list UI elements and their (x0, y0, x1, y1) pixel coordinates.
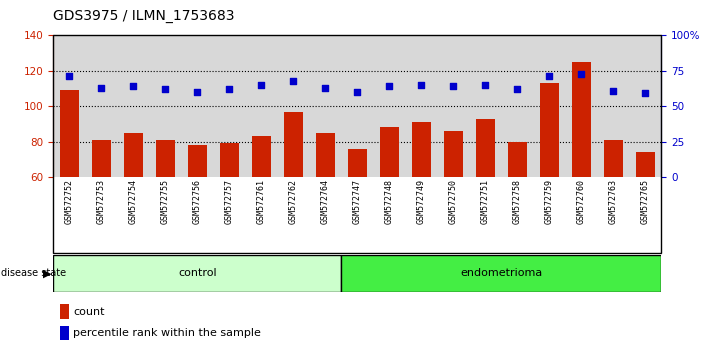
Bar (220, 143, 239, 177)
Point (287, 78, 299, 84)
Bar (572, 62, 591, 177)
Point (607, 88, 619, 93)
Point (639, 91, 651, 96)
Bar (60, 326, 69, 340)
Text: GSM572756: GSM572756 (193, 178, 202, 223)
Point (127, 84, 139, 89)
Bar (476, 119, 495, 177)
Point (383, 84, 395, 89)
Text: GSM572749: GSM572749 (417, 178, 426, 223)
Bar (380, 127, 399, 177)
Text: control: control (178, 268, 217, 279)
Point (64, 74, 75, 79)
Point (255, 82, 267, 88)
Bar (60, 90, 79, 177)
Bar (188, 145, 207, 177)
Text: GSM572761: GSM572761 (257, 178, 266, 223)
Text: GSM572752: GSM572752 (65, 178, 74, 223)
Bar (156, 140, 175, 177)
Bar (92, 140, 111, 177)
Text: GSM572765: GSM572765 (641, 178, 650, 223)
Text: GSM572757: GSM572757 (225, 178, 234, 223)
Text: GSM572748: GSM572748 (385, 178, 394, 223)
Bar (53, 255, 341, 292)
Text: ▶: ▶ (43, 268, 52, 279)
Bar (124, 133, 143, 177)
Point (479, 82, 491, 88)
Text: GSM572763: GSM572763 (609, 178, 618, 223)
Text: endometrioma: endometrioma (460, 268, 542, 279)
Text: GSM572755: GSM572755 (161, 178, 170, 223)
Point (319, 85, 331, 91)
Text: GSM572753: GSM572753 (97, 178, 106, 223)
Bar (412, 122, 431, 177)
Point (575, 71, 587, 76)
Point (511, 86, 523, 92)
Text: disease state: disease state (1, 268, 66, 279)
Point (159, 86, 171, 92)
Point (447, 84, 459, 89)
Bar (341, 255, 661, 292)
Bar (284, 112, 303, 177)
Bar (604, 140, 623, 177)
Text: GSM572751: GSM572751 (481, 178, 490, 223)
Text: GSM572764: GSM572764 (321, 178, 330, 223)
Text: GSM572750: GSM572750 (449, 178, 458, 223)
Bar (444, 131, 463, 177)
Text: GDS3975 / ILMN_1753683: GDS3975 / ILMN_1753683 (53, 9, 235, 23)
Text: GSM572758: GSM572758 (513, 178, 522, 223)
Text: GSM572759: GSM572759 (545, 178, 554, 223)
Bar (348, 149, 367, 177)
Point (415, 82, 427, 88)
Bar (508, 142, 527, 177)
Text: count: count (73, 307, 105, 316)
Point (95, 85, 107, 91)
Bar (636, 152, 655, 177)
Bar (316, 133, 335, 177)
Bar (60, 304, 69, 319)
Point (191, 89, 203, 95)
Text: GSM572747: GSM572747 (353, 178, 362, 223)
Text: GSM572760: GSM572760 (577, 178, 586, 223)
Point (543, 74, 555, 79)
Text: GSM572762: GSM572762 (289, 178, 298, 223)
Bar (252, 136, 271, 177)
Text: percentile rank within the sample: percentile rank within the sample (73, 328, 261, 338)
Bar (540, 83, 559, 177)
Point (223, 86, 235, 92)
Point (351, 89, 363, 95)
Text: GSM572754: GSM572754 (129, 178, 138, 223)
